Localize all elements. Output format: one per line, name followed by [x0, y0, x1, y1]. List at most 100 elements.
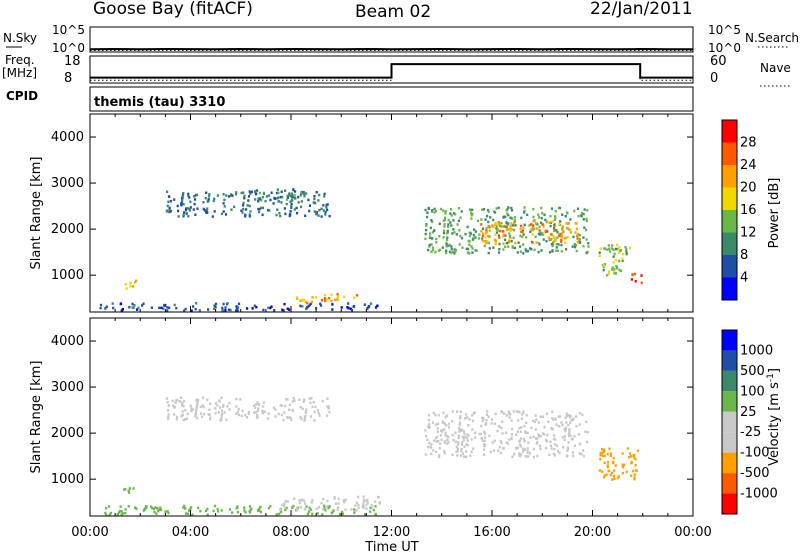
heatmap-cell [532, 241, 534, 244]
heatmap-cell [337, 295, 339, 298]
y-tick-label: 3000 [51, 176, 84, 191]
heatmap-cell [536, 227, 538, 230]
heatmap-cell [124, 488, 126, 491]
heatmap-cell [168, 413, 170, 416]
heatmap-cell [221, 413, 223, 416]
heatmap-cell [354, 504, 356, 507]
heatmap-cell [444, 217, 446, 220]
heatmap-cell [334, 299, 336, 302]
heatmap-cell [519, 235, 521, 238]
heatmap-cell [429, 235, 431, 238]
heatmap-cell [187, 513, 189, 516]
heatmap-cell [166, 397, 168, 400]
heatmap-cell [172, 400, 174, 403]
heatmap-cell [200, 406, 202, 409]
heatmap-cell [465, 450, 467, 453]
heatmap-cell [184, 507, 186, 510]
heatmap-cell [238, 408, 240, 411]
heatmap-cell [190, 405, 192, 408]
heatmap-cell [337, 293, 339, 296]
heatmap-cell [574, 445, 576, 448]
heatmap-cell [428, 419, 430, 422]
heatmap-cell [553, 240, 555, 243]
heatmap-cell [183, 400, 185, 403]
heatmap-cell [206, 212, 208, 215]
heatmap-cell [459, 243, 461, 246]
heatmap-cell [630, 455, 632, 458]
heatmap-cell [495, 242, 497, 245]
heatmap-cell [511, 209, 513, 212]
heatmap-cell [540, 416, 542, 419]
heatmap-cell [450, 251, 452, 254]
heatmap-cell [273, 406, 275, 409]
heatmap-cell [428, 442, 430, 445]
heatmap-cell [299, 502, 301, 505]
heatmap-cell [532, 224, 534, 227]
heatmap-cell [189, 508, 191, 511]
heatmap-cell [583, 218, 585, 221]
heatmap-cell [485, 236, 487, 239]
heatmap-cell [435, 241, 437, 244]
heatmap-cell [520, 228, 522, 231]
heatmap-cell [305, 301, 307, 304]
velocity-panel-frame [90, 318, 693, 516]
heatmap-cell [634, 473, 636, 476]
heatmap-cell [572, 455, 574, 458]
heatmap-cell [228, 402, 230, 405]
heatmap-cell [196, 417, 198, 420]
noise-right-tick-top: 10^5 [708, 23, 741, 37]
heatmap-cell [455, 249, 457, 252]
colorbar-swatch [722, 278, 737, 301]
heatmap-cell [437, 430, 439, 433]
heatmap-cell [500, 225, 502, 228]
heatmap-cell [495, 240, 497, 243]
heatmap-cell [233, 206, 235, 209]
heatmap-cell [498, 236, 500, 239]
heatmap-cell [151, 306, 153, 309]
heatmap-cell [558, 425, 560, 428]
heatmap-cell [458, 430, 460, 433]
heatmap-cell [543, 232, 545, 235]
heatmap-cell [305, 412, 307, 415]
heatmap-cell [539, 233, 541, 236]
heatmap-cell [183, 505, 185, 508]
heatmap-cell [467, 226, 469, 229]
heatmap-cell [100, 307, 102, 310]
heatmap-cell [559, 207, 561, 210]
heatmap-cell [443, 230, 445, 233]
heatmap-cell [614, 253, 616, 256]
heatmap-cell [618, 246, 620, 249]
heatmap-cell [206, 207, 208, 210]
heatmap-cell [535, 236, 537, 239]
heatmap-cell [177, 205, 179, 208]
heatmap-cell [459, 415, 461, 418]
heatmap-cell [511, 240, 513, 243]
heatmap-cell [311, 405, 313, 408]
heatmap-cell [299, 300, 301, 303]
heatmap-cell [142, 303, 144, 306]
heatmap-cell [276, 208, 278, 211]
heatmap-cell [480, 223, 482, 226]
heatmap-cell [494, 234, 496, 237]
heatmap-cell [575, 425, 577, 428]
colorbar-tick-label: 500 [740, 364, 765, 379]
power-y-axis-label: Slant Range [km] [29, 157, 44, 270]
heatmap-cell [153, 511, 155, 514]
heatmap-cell [168, 307, 170, 310]
heatmap-cell [189, 209, 191, 212]
heatmap-cell [290, 210, 292, 213]
heatmap-cell [474, 436, 476, 439]
heatmap-cell [195, 408, 197, 411]
heatmap-cell [106, 306, 108, 309]
heatmap-cell [214, 505, 216, 508]
heatmap-cell [267, 307, 269, 310]
heatmap-cell [546, 440, 548, 443]
heatmap-cell [290, 205, 292, 208]
heatmap-cell [173, 413, 175, 416]
heatmap-cell [527, 450, 529, 453]
heatmap-cell [608, 273, 610, 276]
heatmap-cell [168, 404, 170, 407]
heatmap-cell [268, 412, 270, 415]
heatmap-cell [536, 455, 538, 458]
colorbar-tick-label: 12 [740, 226, 757, 241]
